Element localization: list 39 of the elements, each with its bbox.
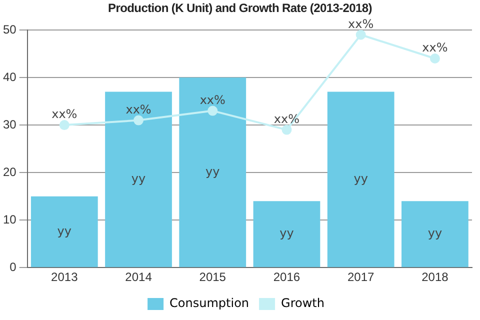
- bar: [179, 78, 246, 268]
- bar: [105, 92, 172, 268]
- x-tick-label: 2015: [199, 270, 226, 284]
- x-tick-label: 2016: [273, 270, 300, 284]
- point: [430, 54, 440, 64]
- data-label: yy: [354, 172, 368, 186]
- data-label: xx%: [422, 40, 448, 55]
- y-tick-label: 0: [10, 260, 17, 274]
- point: [208, 106, 218, 116]
- data-label: xx%: [126, 102, 152, 116]
- data-label: yy: [280, 226, 294, 240]
- data-label: xx%: [274, 112, 300, 126]
- y-tick-label: 50: [2, 22, 17, 36]
- point: [356, 30, 366, 40]
- bar: [30, 196, 98, 268]
- y-tick-label: 40: [2, 70, 17, 84]
- x-tick-label: 2017: [347, 270, 375, 284]
- point: [282, 124, 292, 135]
- legend-label: Consumption: [170, 296, 250, 310]
- bar: [253, 201, 320, 268]
- y-tick-label: 10: [2, 212, 17, 226]
- x-tick-label: 2018: [422, 270, 449, 284]
- y-tick-label: 20: [2, 164, 17, 179]
- data-label: yy: [428, 226, 442, 240]
- data-label: xx%: [52, 107, 78, 122]
- data-label: yy: [131, 172, 146, 186]
- x-tick-label: 2013: [51, 270, 78, 284]
- bar: [402, 201, 468, 268]
- point: [59, 120, 70, 130]
- data-label: xx%: [200, 92, 226, 107]
- chart-title: Production (K Unit) and Growth Rate (2013-2018): [107, 0, 373, 16]
- data-label: yy: [57, 224, 72, 238]
- bar: [327, 92, 394, 268]
- data-label: xx%: [348, 16, 374, 31]
- point: [134, 115, 144, 126]
- legend-label: Growth: [281, 296, 324, 310]
- y-tick-label: 30: [2, 117, 17, 132]
- x-tick-label: 2014: [125, 270, 152, 284]
- data-label: yy: [206, 164, 220, 178]
